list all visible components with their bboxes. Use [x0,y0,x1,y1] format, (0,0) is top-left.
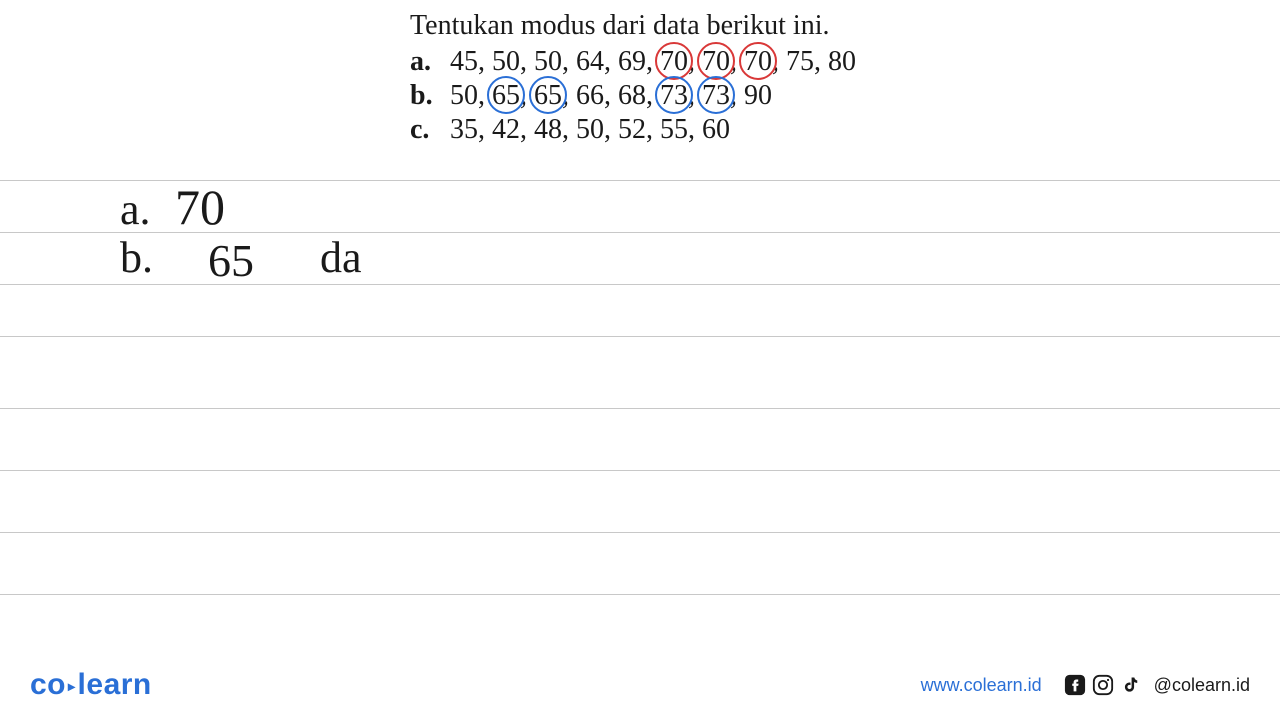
item-data-c: 35, 42, 48, 50, 52, 55, 60 [450,114,730,146]
data-value: 60 [702,114,730,146]
circle-blue-icon [487,76,525,114]
data-value: 45 [450,46,478,78]
ruled-line [0,408,1280,409]
question-area: Tentukan modus dari data berikut ini. a.… [410,10,1110,148]
data-value: 68 [618,80,646,112]
data-value: 50 [492,46,520,78]
social-icons [1064,674,1142,696]
footer: co▸learn www.colearn.id @colearn.id [0,668,1280,702]
lined-paper: a. 70 b. 65 da [0,180,1280,640]
ruled-line [0,594,1280,595]
handwritten-b-label: b. [120,236,153,280]
logo-co: co [30,668,66,701]
data-value: 69 [618,46,646,78]
footer-handle: @colearn.id [1154,675,1250,696]
logo: co▸learn [30,668,152,702]
data-value: 70 [744,46,772,78]
item-data-b: 50, 65, 65, 66, 68, 73, 73, 90 [450,80,772,112]
data-value: 70 [660,46,688,78]
item-label: b. [410,80,450,112]
ruled-line [0,336,1280,337]
item-data-a: 45, 50, 50, 64, 69, 70, 70, 70, 75, 80 [450,46,856,78]
data-value: 90 [744,80,772,112]
data-value: 75 [786,46,814,78]
data-value: 73 [660,80,688,112]
handwritten-b-extra: da [320,236,362,280]
data-value: 55 [660,114,688,146]
circle-red-icon [697,42,735,80]
tiktok-icon [1120,674,1142,696]
circle-blue-icon [529,76,567,114]
handwritten-b-value: 65 [208,238,254,284]
footer-right: www.colearn.id @colearn.id [921,674,1250,696]
data-value: 70 [702,46,730,78]
data-value: 64 [576,46,604,78]
data-value: 65 [534,80,562,112]
logo-learn: learn [78,668,152,701]
instagram-icon [1092,674,1114,696]
circle-blue-icon [697,76,735,114]
logo-dot: ▸ [66,678,78,694]
handwritten-a-value: 70 [175,182,225,232]
data-value: 42 [492,114,520,146]
question-item-c: c. 35, 42, 48, 50, 52, 55, 60 [410,114,1110,146]
data-value: 52 [618,114,646,146]
data-value: 50 [450,80,478,112]
handwritten-a-label: a. [120,188,151,232]
item-label: a. [410,46,450,78]
circle-red-icon [655,42,693,80]
data-value: 48 [534,114,562,146]
circle-blue-icon [655,76,693,114]
data-value: 66 [576,80,604,112]
ruled-line [0,284,1280,285]
footer-url: www.colearn.id [921,675,1042,696]
data-value: 65 [492,80,520,112]
facebook-icon [1064,674,1086,696]
data-value: 35 [450,114,478,146]
ruled-line [0,532,1280,533]
question-item-b: b. 50, 65, 65, 66, 68, 73, 73, 90 [410,80,1110,112]
data-value: 50 [576,114,604,146]
data-value: 80 [828,46,856,78]
data-value: 50 [534,46,562,78]
ruled-line [0,470,1280,471]
data-value: 73 [702,80,730,112]
item-label: c. [410,114,450,146]
circle-red-icon [739,42,777,80]
question-item-a: a. 45, 50, 50, 64, 69, 70, 70, 70, 75, 8… [410,46,1110,78]
question-title: Tentukan modus dari data berikut ini. [410,10,1110,42]
